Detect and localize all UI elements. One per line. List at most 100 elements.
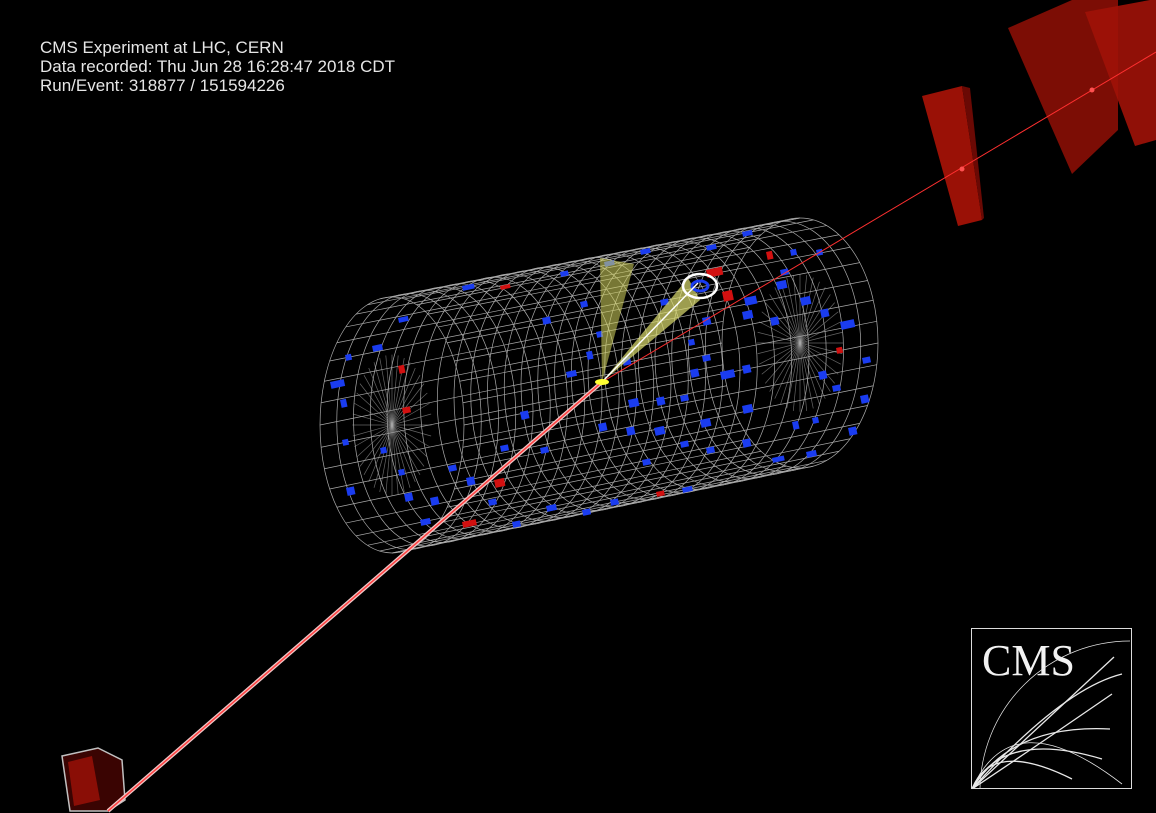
left-endcap-spoke xyxy=(379,357,393,426)
left-endcap-spoke xyxy=(391,424,416,483)
right-endcap-spoke xyxy=(769,294,801,344)
calorimeter-hit-red xyxy=(461,519,477,528)
left-endcap-spoke xyxy=(391,402,430,426)
calorimeter-hits xyxy=(329,229,872,528)
calorimeter-hit-blue xyxy=(840,319,856,330)
calorimeter-hit-blue xyxy=(741,229,753,237)
right-endcap-spoke xyxy=(786,277,801,344)
left-endcap-spoke xyxy=(363,375,393,426)
left-endcap-spoke xyxy=(391,362,411,426)
barrel-ring xyxy=(470,267,620,522)
left-endcap-spoke xyxy=(354,402,393,426)
right-endcap-spoke xyxy=(780,342,801,405)
calorimeter-hit-blue xyxy=(800,295,812,306)
left-endcap-spoke xyxy=(391,424,399,495)
calorimeter-hit-blue xyxy=(610,498,620,506)
calorimeter-hit-red xyxy=(397,364,406,374)
cms-logo-text: CMS xyxy=(982,636,1075,685)
calorimeter-hit-blue xyxy=(488,498,498,506)
left-endcap-spoke xyxy=(352,424,393,437)
calorimeter-hit-blue xyxy=(806,449,818,458)
calorimeter-hit-blue xyxy=(780,268,790,276)
calorimeter-hit-blue xyxy=(628,397,640,408)
right-endcap-spoke xyxy=(759,342,801,365)
right-endcap-spoke xyxy=(792,342,801,411)
left-endcap-spoke xyxy=(379,424,393,493)
barrel-grid-lines xyxy=(319,217,879,554)
cms-logo: CMS xyxy=(971,628,1132,789)
right-endcap-spoke xyxy=(799,342,814,409)
barrel-ring xyxy=(453,270,603,526)
right-endcap-spoke xyxy=(799,342,820,405)
calorimeter-hit-blue xyxy=(862,356,872,364)
right-endcap-spoke xyxy=(799,342,839,375)
left-endcap-spoke xyxy=(391,424,405,493)
calorimeter-hit-blue xyxy=(512,520,522,528)
barrel-ring xyxy=(704,220,862,472)
left-endcap-spoke xyxy=(373,362,393,426)
calorimeter-hit-blue xyxy=(832,384,842,392)
calorimeter-hit-red xyxy=(836,346,844,354)
calorimeter-hit-blue xyxy=(404,492,414,502)
calorimeter-hit-blue xyxy=(580,300,589,308)
right-endcap-spoke xyxy=(799,342,826,399)
calorimeter-hit-blue xyxy=(770,316,780,326)
barrel-ring xyxy=(436,273,586,529)
calorimeter-hit-blue xyxy=(372,343,384,352)
calorimeter-hit-blue xyxy=(398,468,406,476)
calorimeter-hit-blue xyxy=(582,508,592,516)
muon-chamber-top-right-3-side xyxy=(962,86,984,220)
left-endcap-spoke xyxy=(368,367,393,426)
barrel-ring xyxy=(420,276,568,533)
calorimeter-hit-blue xyxy=(812,416,820,424)
muon-chambers xyxy=(61,0,1156,812)
calorimeter-hit-blue xyxy=(586,350,594,360)
left-endcap-spoke xyxy=(391,424,421,475)
left-endcap-spoke xyxy=(359,424,393,467)
calorimeter-hit-blue xyxy=(466,476,476,486)
calorimeter-hit-blue xyxy=(790,248,798,256)
right-endcap-spoke xyxy=(761,311,801,344)
right-endcap-spoke xyxy=(799,342,843,355)
calorimeter-hit-blue xyxy=(776,279,788,290)
muon-chamber-top-right-3 xyxy=(922,86,982,226)
right-endcap-spoke xyxy=(799,281,820,344)
event-info-label: CMS Experiment at LHC, CERN Data recorde… xyxy=(40,38,395,95)
barrel-ring xyxy=(520,257,672,511)
calorimeter-hit-blue xyxy=(742,438,752,448)
calorimeter-hit-blue xyxy=(546,503,558,512)
calorimeter-hit-blue xyxy=(341,438,350,446)
barrel-ring xyxy=(621,237,775,490)
calorimeter-hit-blue xyxy=(380,446,388,454)
left-endcap-spoke xyxy=(391,424,411,488)
calorimeter-hit-blue xyxy=(859,394,870,404)
barrel-ring xyxy=(688,224,844,476)
calorimeter-hit-red xyxy=(656,490,665,497)
recorded-date-label: Data recorded: Thu Jun 28 16:28:47 2018 … xyxy=(40,57,396,76)
calorimeter-hit-blue xyxy=(706,243,717,251)
right-endcap-spoke xyxy=(761,342,801,375)
right-endcap-spoke xyxy=(769,342,801,392)
calorimeter-hit-red xyxy=(494,477,506,488)
right-endcap-spoke xyxy=(799,342,808,411)
calorimeter-hit-blue xyxy=(340,398,348,408)
left-endcap-spoke xyxy=(385,355,393,426)
right-endcap-spoke xyxy=(799,311,839,344)
muon-track-lower-core xyxy=(107,381,603,812)
calorimeter-hit-blue xyxy=(329,379,346,389)
run-event-label: Run/Event: 318877 / 151594226 xyxy=(40,76,285,95)
muon-chamber-hit-2 xyxy=(1089,87,1095,93)
muon-chamber-hit-1 xyxy=(959,166,965,172)
right-endcap-spoke xyxy=(757,331,801,344)
calorimeter-hit-red xyxy=(722,289,734,302)
calorimeter-hit-blue xyxy=(680,394,690,402)
left-endcap-spoke xyxy=(368,424,393,483)
calorimeter-hit-blue xyxy=(772,455,785,463)
calorimeter-hit-blue xyxy=(741,309,754,320)
right-endcap-spoke xyxy=(799,342,835,384)
electron-cluster-core xyxy=(690,279,710,293)
left-endcap-spoke xyxy=(391,355,399,426)
right-endcap-spoke xyxy=(799,321,841,344)
calorimeter-hit-blue xyxy=(642,458,652,466)
